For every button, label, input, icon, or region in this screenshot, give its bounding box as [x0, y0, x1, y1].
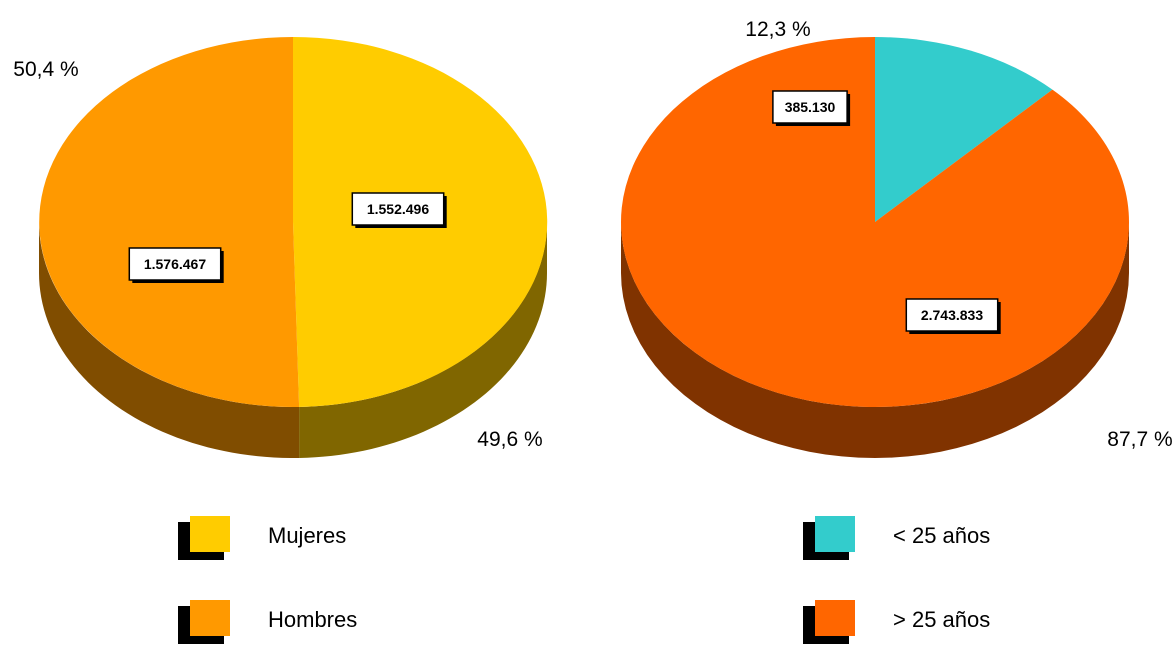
legend-item-lt-25-anos: < 25 años [803, 516, 990, 560]
pie-side-hombres [39, 222, 300, 458]
legend-shadow [803, 550, 849, 560]
pie-slice-lt-25-anos [875, 37, 1053, 222]
pie-slice-gt-25-anos [621, 37, 1129, 407]
value-label-text: 1.576.467 [144, 256, 206, 272]
value-label-text: 1.552.496 [367, 201, 429, 217]
percent-label-mujeres: 49,6 % [477, 428, 542, 451]
legend-item-hombres: Hombres [178, 600, 357, 644]
value-label-gt-25-anos: 2.743.833 [905, 298, 1001, 334]
legend-item-mujeres: Mujeres [178, 516, 346, 560]
legend-swatch-gt-25-anos [815, 600, 855, 636]
pie-side-group [621, 222, 1129, 458]
pie-side-gt-25-anos [621, 222, 1129, 458]
legend-label: Hombres [268, 607, 357, 632]
value-label-lt-25-anos: 385.130 [772, 90, 851, 126]
pie-chart-1: 1.552.496 1.576.467 49,6 % 50,4 % Mujeres Hom… [13, 36, 548, 644]
legend-shadow [803, 634, 849, 644]
value-label-hombres: 1.576.467 [128, 247, 224, 283]
legend-swatch-mujeres [190, 516, 230, 552]
pie-side-group [39, 222, 547, 458]
percent-label-hombres: 50,4 % [13, 58, 78, 81]
pie-side-mujeres [299, 222, 547, 458]
pie-chart-2: 385.130 2.743.833 12,3 % 87,7 % < 25 años > 2… [621, 18, 1173, 644]
value-label-text: 2.743.833 [921, 307, 983, 323]
legend-item-gt-25-anos: > 25 años [803, 600, 990, 644]
percent-label-gt-25-anos: 87,7 % [1107, 428, 1172, 451]
value-label-mujeres: 1.552.496 [351, 192, 447, 228]
percent-label-lt-25-anos: 12,3 % [745, 18, 810, 41]
legend-shadow [178, 634, 224, 644]
legend-swatch-hombres [190, 600, 230, 636]
legend: < 25 años > 25 años [803, 516, 990, 644]
legend-swatch-lt-25-anos [815, 516, 855, 552]
value-label-text: 385.130 [785, 99, 836, 115]
legend-shadow [178, 550, 224, 560]
pie-slice-hombres [39, 37, 300, 407]
legend-label: Mujeres [268, 523, 346, 548]
legend: Mujeres Hombres [178, 516, 357, 644]
legend-label: < 25 años [893, 523, 990, 548]
legend-label: > 25 años [893, 607, 990, 632]
